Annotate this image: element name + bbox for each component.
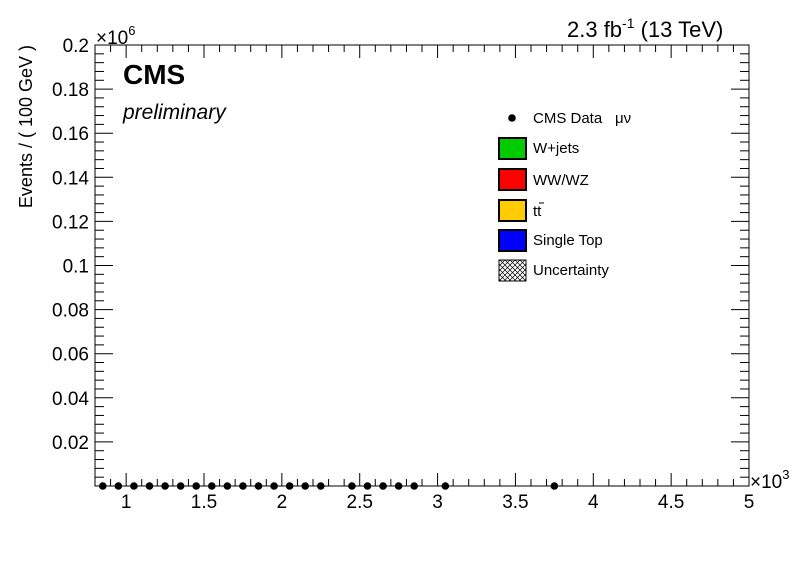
y-axis-multiplier: ×106	[96, 23, 135, 49]
legend-ttbar-label: tt	[533, 203, 542, 220]
legend-wjets-label: W+jets	[533, 140, 579, 157]
y-tick-label: 0.08	[52, 301, 89, 322]
legend-data-marker	[508, 114, 516, 122]
data-point	[192, 482, 201, 490]
legend-data-suffix: μν	[615, 110, 631, 127]
x-tick-label: 4	[588, 492, 599, 513]
x-tick-label: 3.5	[502, 492, 528, 513]
data-point	[316, 482, 325, 490]
x-tick-label: 5	[744, 492, 755, 513]
legend-item-single-top: Single Top	[498, 229, 603, 252]
legend-wjets-swatch	[498, 137, 527, 160]
x-axis-multiplier: ×103	[750, 467, 789, 493]
legend-wwwz-label: WW/WZ	[533, 172, 589, 189]
y-tick-label: 0.02	[52, 433, 89, 454]
legend-item-wjets: W+jets	[498, 137, 579, 160]
y-tick-label: 0.18	[52, 80, 89, 101]
status-label: preliminary	[122, 101, 227, 124]
legend-item-data: CMS Data μν	[508, 110, 631, 127]
y-tick-label: 0.2	[63, 36, 89, 57]
y-tick-label: 0.1	[63, 257, 89, 278]
legend-single-top-label: Single Top	[533, 232, 603, 249]
y-tick-label: 0.12	[52, 212, 89, 233]
data-point	[254, 482, 263, 490]
y-tick-label: 0.06	[52, 345, 89, 366]
data-point	[176, 482, 185, 490]
data-point	[239, 482, 247, 490]
data-point	[301, 482, 310, 490]
x-tick-label: 4.5	[658, 492, 684, 513]
legend-ttbar-swatch	[498, 199, 527, 222]
y-tick-label: 0.14	[52, 168, 89, 189]
legend: CMS Data μν W+jets WW/WZ tt Single Top U…	[498, 110, 631, 282]
x-tick-label: 2	[277, 492, 288, 513]
y-axis-title: Events / ( 100 GeV )	[16, 45, 36, 208]
y-tick-label: 0.16	[52, 124, 89, 145]
data-point	[550, 482, 559, 490]
x-tick-label: 2.5	[347, 492, 373, 513]
y-tick-label: 0.04	[52, 389, 89, 410]
legend-data-label: CMS Data	[533, 110, 603, 127]
data-point	[114, 482, 123, 490]
data-point	[98, 482, 107, 490]
data-point	[394, 482, 403, 490]
x-tick-label: 1.5	[191, 492, 217, 513]
data-point	[161, 482, 169, 490]
data-point	[410, 482, 419, 490]
data-point	[348, 482, 356, 490]
legend-uncertainty-label: Uncertainty	[533, 262, 609, 279]
data-point	[130, 482, 138, 490]
data-point	[223, 482, 232, 490]
legend-item-uncertainty: Uncertainty	[498, 259, 609, 282]
axes: 0.02 0.04 0.06 0.08 0.1 0.12 0.14 0.16 0.18 0.2 1 1…	[52, 36, 754, 513]
data-point	[441, 482, 450, 490]
legend-wwwz-swatch	[498, 168, 527, 191]
lumi-label: 2.3 fb-1 (13 TeV)	[567, 15, 723, 42]
experiment-label: CMS	[123, 59, 185, 90]
legend-item-wwwz: WW/WZ	[498, 168, 589, 191]
data-point	[270, 482, 278, 490]
data-point	[207, 482, 216, 490]
data-point	[379, 482, 387, 490]
x-tick-label: 3	[432, 492, 443, 513]
legend-single-top-swatch	[498, 229, 527, 252]
data-points	[98, 482, 559, 490]
data-point	[285, 482, 294, 490]
legend-uncertainty-swatch	[498, 259, 527, 282]
data-point	[145, 482, 154, 490]
data-point	[363, 482, 372, 490]
legend-item-ttbar: tt	[498, 199, 544, 222]
x-tick-label: 1	[121, 492, 132, 513]
